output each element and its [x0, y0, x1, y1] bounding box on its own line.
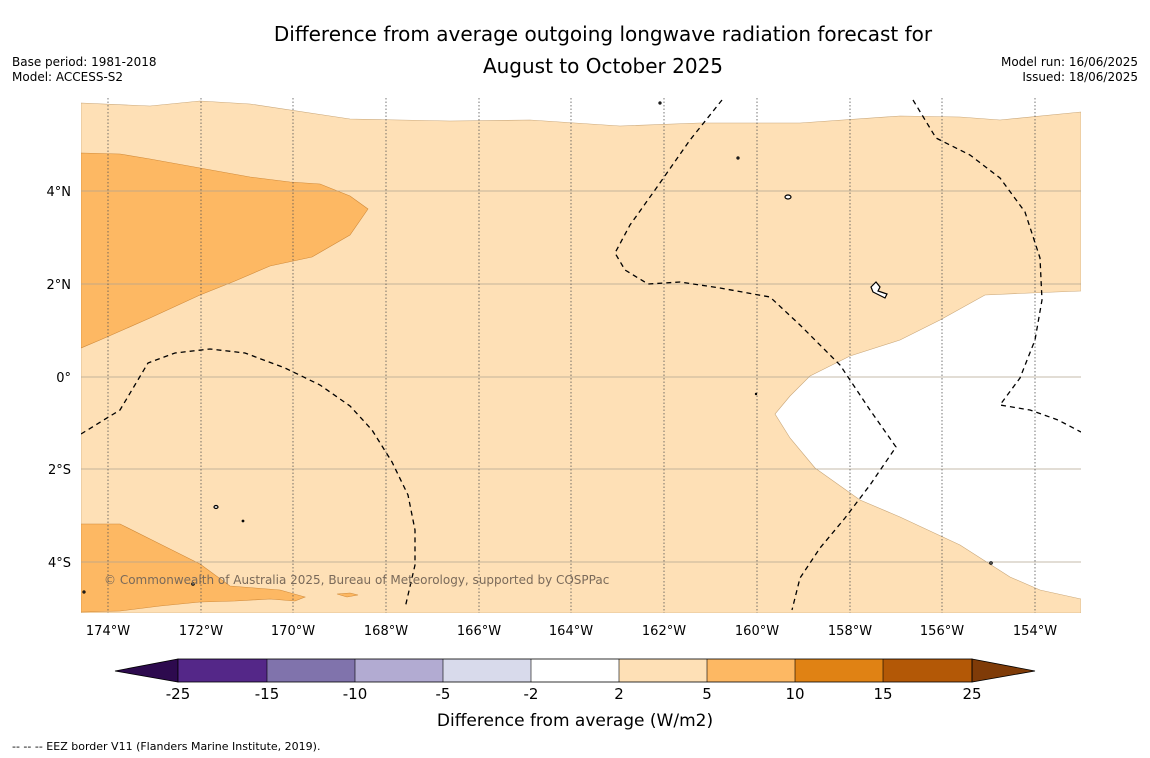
- colorbar-bin: [619, 659, 707, 682]
- lat-label: 2°N: [47, 278, 72, 293]
- lon-label: 160°W: [735, 624, 779, 639]
- eez-border-line-islands: [614, 99, 897, 611]
- colorbar-bin: [443, 659, 531, 682]
- island-outline: [213, 504, 219, 510]
- colorbar-bin: [267, 659, 355, 682]
- model-text: Model: ACCESS-S2: [12, 70, 124, 84]
- map-title-line1: Difference from average outgoing longwav…: [273, 22, 933, 46]
- island-dot: [191, 582, 195, 586]
- lon-label: 158°W: [828, 624, 872, 639]
- lon-label: 168°W: [364, 624, 408, 639]
- lon-label: 166°W: [457, 624, 501, 639]
- issued-text: Issued: 18/06/2025: [1022, 70, 1138, 84]
- colorbar-bin: [883, 659, 972, 682]
- latitude-labels: 4°N 2°N 0° 2°S 4°S: [47, 185, 72, 571]
- colorbar-label: Difference from average (W/m2): [437, 711, 713, 731]
- lat-label: 4°N: [47, 185, 72, 200]
- colorbar-extend-high: [971, 658, 1036, 683]
- copyright-text: © Commonwealth of Australia 2025, Bureau…: [104, 573, 609, 587]
- eez-footnote: -- -- -- EEZ border V11 (Flanders Marine…: [12, 740, 321, 753]
- island-dot: [241, 519, 245, 523]
- island-outline: [784, 194, 792, 200]
- island-dot: [658, 101, 662, 105]
- meta-right: Model run: 16/06/2025 Issued: 18/06/2025: [1001, 55, 1138, 85]
- colorbar-bin: [355, 659, 443, 682]
- lat-label: 0°: [56, 371, 71, 386]
- eez-border-kiribati-west: [81, 348, 416, 609]
- meta-left: Base period: 1981-2018 Model: ACCESS-S2: [12, 55, 157, 85]
- map-title: Difference from average outgoing longwav…: [150, 18, 1056, 82]
- colorbar-tick: 25: [962, 685, 981, 703]
- lon-label: 162°W: [642, 624, 686, 639]
- lon-label: 156°W: [920, 624, 964, 639]
- map-title-line2: August to October 2025: [482, 54, 724, 78]
- colorbar-tick: 10: [785, 685, 804, 703]
- colorbar-frame: [177, 658, 973, 683]
- lon-label: 154°W: [1013, 624, 1057, 639]
- lon-label: 174°W: [86, 624, 130, 639]
- lat-label: 2°S: [48, 463, 71, 478]
- lon-label: 172°W: [179, 624, 223, 639]
- lon-label: 170°W: [271, 624, 315, 639]
- colorbar-tick: -5: [436, 685, 451, 703]
- anomaly-region-5-10-small: [336, 592, 359, 598]
- colorbar-separators: [266, 659, 884, 682]
- colorbar-tick: -25: [166, 685, 191, 703]
- map-area: © Commonwealth of Australia 2025, Bureau…: [81, 98, 1081, 613]
- longitude-labels: 174°W 172°W 170°W 168°W 166°W 164°W 162°…: [86, 624, 1057, 639]
- colorbar-tick: 15: [873, 685, 892, 703]
- colorbar-tick: 5: [702, 685, 712, 703]
- colorbar-tick: 2: [614, 685, 624, 703]
- colorbar-bin: [795, 659, 883, 682]
- island-dot: [754, 392, 758, 396]
- colorbar-bin: [178, 659, 267, 682]
- anomaly-region-5-10-south: [81, 523, 306, 613]
- islands: [82, 101, 993, 594]
- island-outline: [870, 281, 888, 299]
- base-period-text: Base period: 1981-2018: [12, 55, 157, 69]
- colorbar: -25 -15 -10 -5 -2 2 5 10 15 25 Differenc…: [114, 658, 1036, 731]
- island-dot: [82, 590, 86, 594]
- latitude-gridlines: [81, 190, 1081, 563]
- colorbar-tick: -2: [524, 685, 539, 703]
- island-dot: [989, 561, 993, 565]
- lon-label: 164°W: [549, 624, 593, 639]
- colorbar-extend-low: [114, 658, 179, 683]
- colorbar-tick: -15: [255, 685, 280, 703]
- colorbar-bin: [531, 659, 619, 682]
- anomaly-region-5-10-north: [81, 152, 369, 349]
- model-run-text: Model run: 16/06/2025: [1000, 55, 1138, 69]
- eez-borders: [81, 99, 1081, 611]
- colorbar-tick-labels: -25 -15 -10 -5 -2 2 5 10 15 25: [166, 685, 982, 703]
- lat-label: 4°S: [48, 556, 71, 571]
- island-dot: [736, 156, 740, 160]
- colorbar-bin: [707, 659, 795, 682]
- colorbar-tick: -10: [343, 685, 368, 703]
- eez-border-east: [912, 99, 1081, 433]
